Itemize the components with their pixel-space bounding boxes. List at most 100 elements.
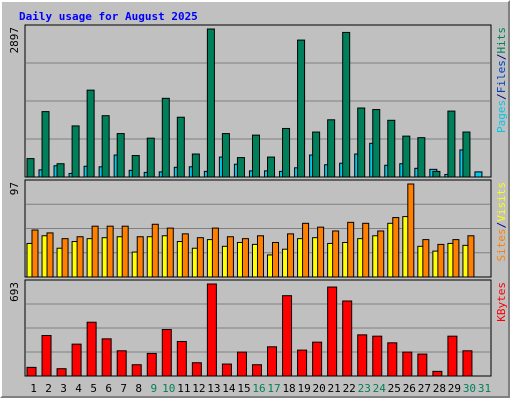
bar-kbytes-day-5 xyxy=(86,321,97,377)
bar-sites-day-17 xyxy=(272,241,280,278)
x-tick-label: 10 xyxy=(162,382,175,395)
bar-sites-day-9 xyxy=(151,223,159,278)
x-tick-label: 19 xyxy=(297,382,310,395)
x-tick-label: 21 xyxy=(328,382,341,395)
bar-kbytes-day-22 xyxy=(342,300,353,377)
bar-hits-day-12 xyxy=(191,153,200,178)
bar-hits-day-17 xyxy=(267,156,276,178)
bar-sites-day-19 xyxy=(302,222,310,278)
bar-hits-day-20 xyxy=(312,131,321,178)
panel-visits-sites: 97 Sites/Visits xyxy=(8,179,508,278)
x-tick-label: 29 xyxy=(448,382,461,395)
bar-hits-day-29 xyxy=(447,110,456,178)
x-tick-label: 8 xyxy=(135,382,142,395)
x-tick-label: 27 xyxy=(418,382,431,395)
x-tick-label: 26 xyxy=(403,382,416,395)
x-tick-label: 2 xyxy=(45,382,52,395)
bar-hits-day-7 xyxy=(116,133,125,178)
bar-sites-day-7 xyxy=(121,225,129,278)
bar-hits-day-1 xyxy=(26,158,35,178)
bar-hits-day-6 xyxy=(101,115,110,178)
bar-kbytes-day-30 xyxy=(462,350,473,377)
x-tick-label: 6 xyxy=(105,382,112,395)
bar-kbytes-day-1 xyxy=(26,366,37,377)
bar-sites-day-23 xyxy=(362,222,370,278)
bar-hits-day-25 xyxy=(387,119,396,178)
bar-sites-day-3 xyxy=(61,238,69,278)
bar-sites-day-12 xyxy=(196,237,204,278)
x-tick-label: 4 xyxy=(75,382,82,395)
bar-sites-day-24 xyxy=(377,230,385,278)
bar-kbytes-day-13 xyxy=(206,283,217,377)
legend-entry: Files xyxy=(495,60,508,93)
bar-hits-day-28 xyxy=(432,170,441,178)
bar-sites-day-26 xyxy=(407,183,415,278)
bar-kbytes-day-20 xyxy=(312,341,323,377)
bar-kbytes-day-19 xyxy=(297,349,308,377)
bar-sites-day-18 xyxy=(287,233,295,278)
bar-hits-day-3 xyxy=(56,163,65,178)
bar-sites-day-21 xyxy=(332,230,340,278)
bar-hits-day-9 xyxy=(146,137,155,178)
bar-sites-day-28 xyxy=(437,243,445,278)
bar-kbytes-day-18 xyxy=(282,295,293,377)
bar-hits-day-4 xyxy=(71,125,80,178)
bar-hits-day-19 xyxy=(297,39,306,178)
bar-sites-day-25 xyxy=(392,217,400,278)
bar-sites-day-2 xyxy=(46,232,54,278)
panel-legend: KBytes xyxy=(495,282,508,322)
bar-kbytes-day-3 xyxy=(56,368,67,377)
x-axis-labels: 1 2 3 4 5 6 7 8 9 10 11 12 13 14 15 16 17 18 19 20 21 22 23 24 2… xyxy=(30,382,491,395)
bar-hits-day-5 xyxy=(86,89,95,178)
panel-legend: Pages/Files/Hits xyxy=(495,27,508,133)
bar-sites-day-15 xyxy=(241,238,249,278)
bar-hits-day-15 xyxy=(236,157,245,178)
bar-sites-day-11 xyxy=(181,233,189,278)
x-tick-label: 30 xyxy=(463,382,476,395)
bar-hits-day-22 xyxy=(342,31,351,178)
bar-kbytes-day-28 xyxy=(432,370,443,377)
bar-kbytes-day-15 xyxy=(236,351,247,377)
bar-kbytes-day-14 xyxy=(221,363,232,377)
bar-hits-day-30 xyxy=(462,131,471,178)
legend-entry: / xyxy=(495,222,508,229)
x-tick-label: 25 xyxy=(388,382,401,395)
legend-entry: KBytes xyxy=(495,282,508,322)
x-tick-label: 14 xyxy=(222,382,236,395)
legend-entry: / xyxy=(495,93,508,100)
bar-hits-day-27 xyxy=(417,137,426,178)
bar-kbytes-day-2 xyxy=(41,335,52,377)
bar-pages-day-30 xyxy=(474,171,483,178)
x-tick-label: 22 xyxy=(343,382,356,395)
bar-kbytes-day-27 xyxy=(417,353,428,377)
bar-sites-day-10 xyxy=(166,227,174,278)
bar-kbytes-day-29 xyxy=(447,335,458,377)
x-tick-label: 1 xyxy=(30,382,37,395)
x-tick-label: 17 xyxy=(267,382,280,395)
panel-max-label: 97 xyxy=(8,182,21,195)
legend-entry: Sites xyxy=(495,228,508,261)
bar-kbytes-day-12 xyxy=(191,362,202,377)
bar-hits-day-13 xyxy=(206,28,215,178)
bar-kbytes-day-6 xyxy=(101,338,112,377)
bar-kbytes-day-26 xyxy=(402,351,413,377)
bar-kbytes-day-8 xyxy=(131,364,142,377)
bar-hits-day-16 xyxy=(251,134,260,178)
x-tick-label: 13 xyxy=(207,382,220,395)
x-tick-label: 28 xyxy=(433,382,446,395)
bar-sites-day-16 xyxy=(256,235,264,278)
bar-sites-day-13 xyxy=(211,227,219,278)
bar-kbytes-day-24 xyxy=(372,335,383,377)
chart-title: Daily usage for August 2025 xyxy=(19,10,198,23)
bar-sites-day-1 xyxy=(31,229,39,278)
bar-hits-day-10 xyxy=(161,97,170,178)
bar-kbytes-day-23 xyxy=(357,334,368,377)
bar-kbytes-day-16 xyxy=(251,364,262,377)
x-tick-label: 18 xyxy=(282,382,295,395)
bar-hits-day-8 xyxy=(131,155,140,178)
bar-sites-day-4 xyxy=(76,236,84,278)
bar-sites-day-30 xyxy=(467,235,475,278)
x-tick-label: 20 xyxy=(313,382,326,395)
bar-sites-day-29 xyxy=(452,239,460,278)
